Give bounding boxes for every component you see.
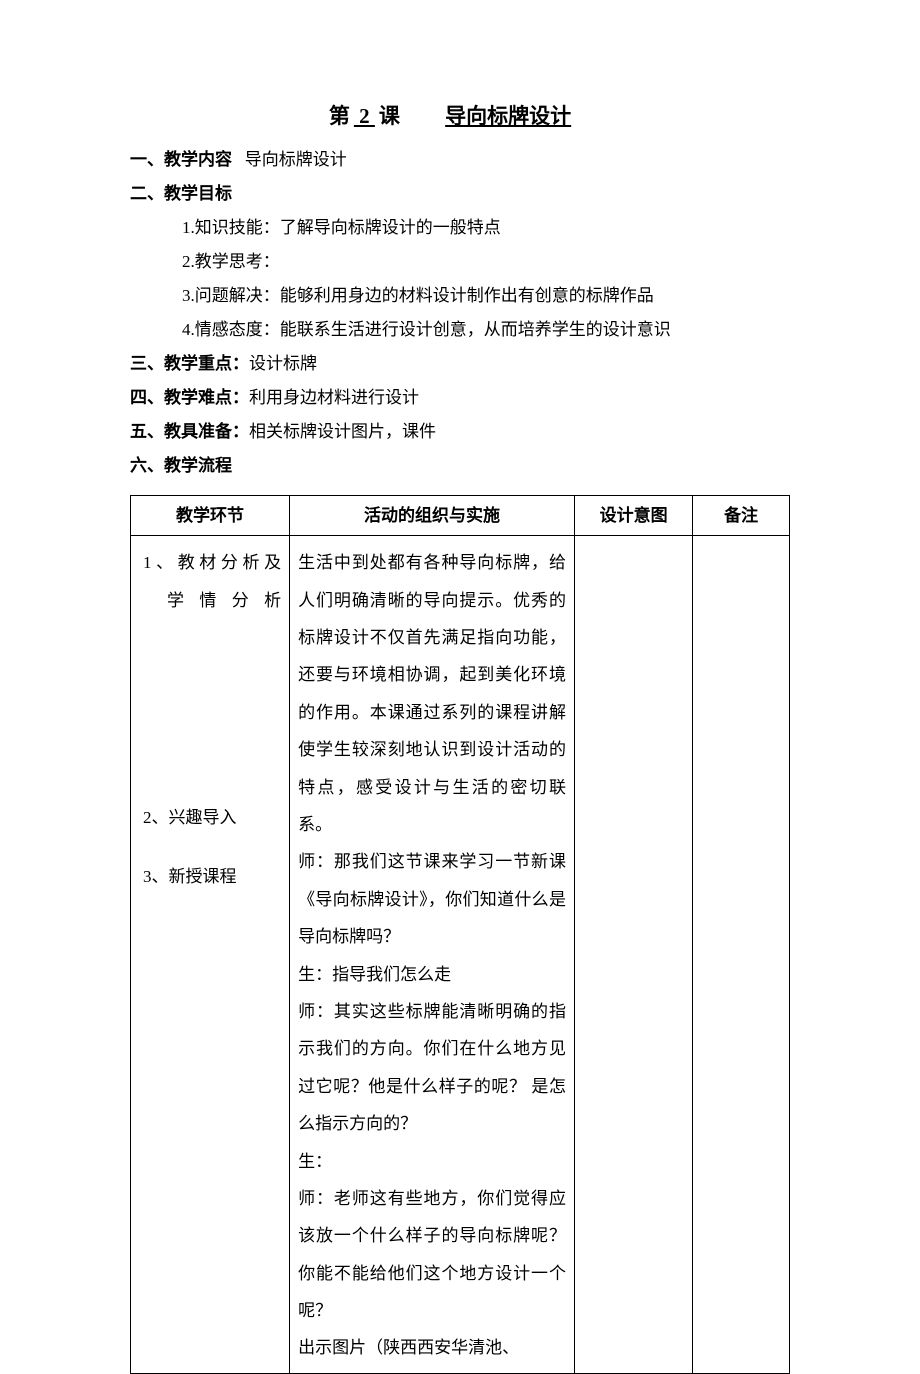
header-notes: 备注 xyxy=(693,496,790,536)
table-row: 1、教材分析及 学情分析 2、兴趣导入 3、新授课程 生活中到处都有各种导向标牌… xyxy=(131,536,790,1374)
stage-1b: 学情分析 xyxy=(139,582,281,619)
title-prefix: 第 xyxy=(329,104,350,128)
keypoint-label: 三、教学重点： xyxy=(130,354,249,373)
header-intent: 设计意图 xyxy=(574,496,692,536)
process-label: 六、教学流程 xyxy=(130,456,232,475)
section-process: 六、教学流程 xyxy=(130,452,790,480)
header-stage: 教学环节 xyxy=(131,496,290,536)
lesson-name: 导向标牌设计 xyxy=(445,104,571,128)
activity-cell: 生活中到处都有各种导向标牌，给人们明确清晰的导向提示。优秀的标牌设计不仅首先满足… xyxy=(290,536,575,1374)
section-keypoint: 三、教学重点：设计标牌 xyxy=(130,350,790,378)
objectives-label: 二、教学目标 xyxy=(130,184,232,203)
header-activity: 活动的组织与实施 xyxy=(290,496,575,536)
stage-1a: 1、教材分析及 xyxy=(139,544,281,581)
difficulty-label: 四、教学难点： xyxy=(130,388,249,407)
keypoint-text: 设计标牌 xyxy=(249,354,317,373)
intent-cell xyxy=(574,536,692,1374)
objective-attitude: 4.情感态度：能联系生活进行设计创意，从而培养学生的设计意识 xyxy=(130,316,790,344)
lesson-number: 2 xyxy=(350,104,379,128)
lesson-title: 第 2 课 导向标牌设计 xyxy=(130,100,790,134)
section-materials: 五、教具准备：相关标牌设计图片，课件 xyxy=(130,418,790,446)
section-content: 一、教学内容 导向标牌设计 xyxy=(130,146,790,174)
stage-cell: 1、教材分析及 学情分析 2、兴趣导入 3、新授课程 xyxy=(131,536,290,1374)
notes-cell xyxy=(693,536,790,1374)
materials-text: 相关标牌设计图片，课件 xyxy=(249,422,436,441)
difficulty-text: 利用身边材料进行设计 xyxy=(249,388,419,407)
activity-text: 生活中到处都有各种导向标牌，给人们明确清晰的导向提示。优秀的标牌设计不仅首先满足… xyxy=(298,544,566,1367)
objective-thinking: 2.教学思考： xyxy=(130,248,790,276)
materials-label: 五、教具准备： xyxy=(130,422,249,441)
process-table: 教学环节 活动的组织与实施 设计意图 备注 1、教材分析及 学情分析 2、兴趣导… xyxy=(130,495,790,1374)
title-mid: 课 xyxy=(379,104,400,128)
content-text: 导向标牌设计 xyxy=(245,150,347,169)
table-header-row: 教学环节 活动的组织与实施 设计意图 备注 xyxy=(131,496,790,536)
section-objectives: 二、教学目标 xyxy=(130,180,790,208)
stage-3: 3、新授课程 xyxy=(139,858,281,895)
objective-problem: 3.问题解决：能够利用身边的材料设计制作出有创意的标牌作品 xyxy=(130,282,790,310)
content-label: 一、教学内容 xyxy=(130,150,232,169)
section-difficulty: 四、教学难点：利用身边材料进行设计 xyxy=(130,384,790,412)
stage-2: 2、兴趣导入 xyxy=(139,799,281,836)
objective-skill: 1.知识技能：了解导向标牌设计的一般特点 xyxy=(130,214,790,242)
